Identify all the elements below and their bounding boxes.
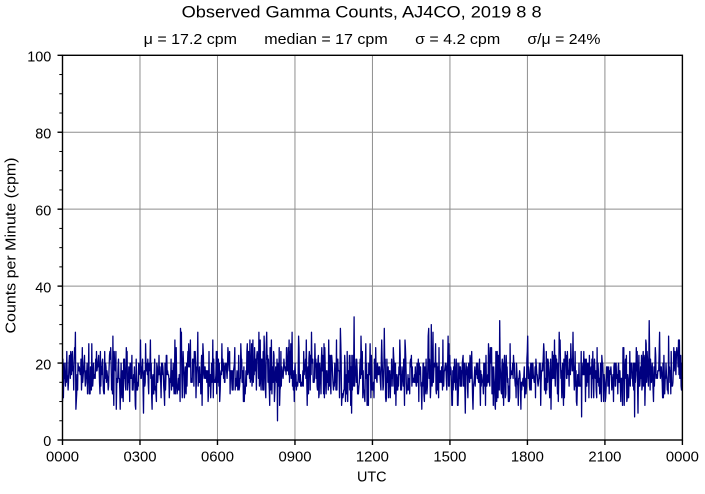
svg-text:40: 40 (35, 280, 51, 296)
svg-text:1800: 1800 (511, 449, 544, 465)
svg-text:0300: 0300 (123, 449, 156, 465)
svg-text:σ/μ = 24%: σ/μ = 24% (527, 32, 600, 48)
svg-text:0000: 0000 (46, 449, 79, 465)
svg-text:median = 17 cpm: median = 17 cpm (264, 32, 387, 48)
svg-text:σ = 4.2 cpm: σ = 4.2 cpm (415, 32, 500, 48)
svg-text:2100: 2100 (588, 449, 621, 465)
svg-text:Observed Gamma Counts, AJ4CO,: Observed Gamma Counts, AJ4CO, 2019 8 8 (182, 3, 542, 22)
svg-text:80: 80 (35, 126, 51, 142)
svg-text:0900: 0900 (278, 449, 311, 465)
svg-text:20: 20 (35, 357, 51, 373)
svg-text:μ = 17.2 cpm: μ = 17.2 cpm (144, 32, 237, 48)
svg-text:0000: 0000 (666, 449, 699, 465)
svg-text:UTC: UTC (357, 470, 387, 486)
svg-text:1500: 1500 (433, 449, 466, 465)
svg-text:0600: 0600 (201, 449, 234, 465)
svg-text:Counts per Minute (cpm): Counts per Minute (cpm) (3, 158, 19, 334)
svg-text:1200: 1200 (356, 449, 389, 465)
svg-text:60: 60 (35, 203, 51, 219)
svg-text:0: 0 (43, 434, 51, 450)
svg-text:100: 100 (27, 50, 51, 66)
